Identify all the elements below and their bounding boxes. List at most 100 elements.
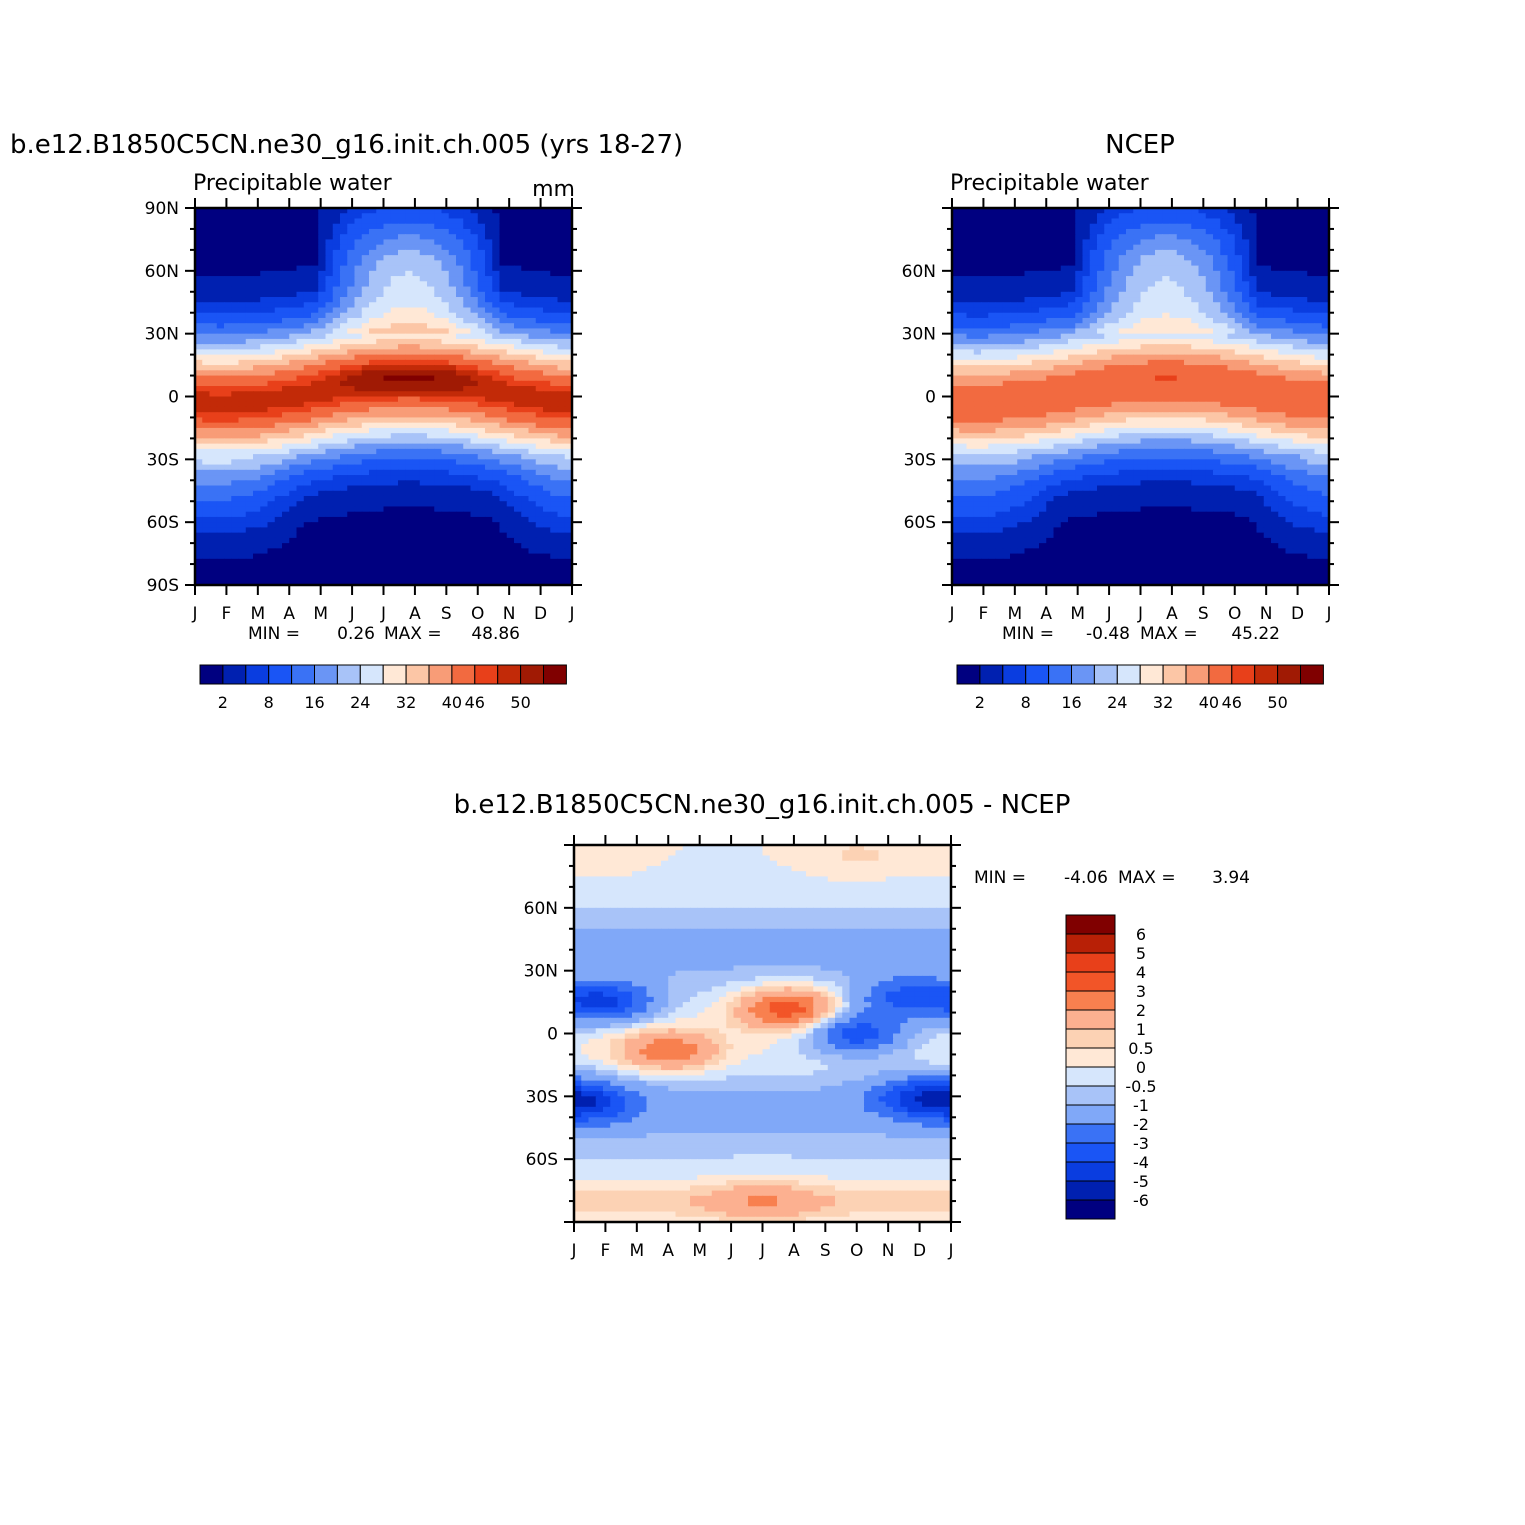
heatmap-cell: [1285, 281, 1294, 288]
heatmap-cell: [1010, 291, 1018, 298]
heatmap-cell: [267, 349, 276, 356]
heatmap-cell: [325, 412, 334, 419]
heatmap-cell: [550, 333, 559, 340]
heatmap-cell: [1184, 244, 1192, 251]
heatmap-cell: [1198, 276, 1207, 282]
heatmap-cell: [1292, 213, 1301, 220]
heatmap-cell: [485, 255, 493, 261]
heatmap-cell: [267, 448, 276, 455]
heatmap-cell: [981, 270, 989, 277]
heatmap-cell: [216, 208, 225, 214]
heatmap-cell: [238, 490, 247, 497]
heatmap-cell: [405, 307, 414, 314]
heatmap-cell: [441, 370, 450, 377]
heatmap-cell: [528, 375, 537, 382]
heatmap-cell: [340, 564, 348, 570]
heatmap-cell: [535, 223, 544, 230]
heatmap-cell: [398, 506, 406, 513]
heatmap-cell: [1198, 208, 1207, 214]
heatmap-cell: [427, 338, 435, 345]
heatmap-cell: [354, 475, 363, 481]
heatmap-cell: [245, 391, 254, 398]
heatmap-cell: [412, 464, 421, 471]
heatmap-cell: [282, 344, 290, 350]
heatmap-cell: [376, 234, 385, 241]
heatmap-cell: [492, 208, 501, 214]
heatmap-cell: [260, 333, 269, 340]
heatmap-cell: [1147, 291, 1156, 298]
heatmap-cell: [1300, 297, 1308, 303]
heatmap-cell: [427, 454, 435, 460]
heatmap-cell: [303, 281, 312, 288]
heatmap-cell: [412, 475, 421, 481]
heatmap-cell: [485, 323, 493, 330]
heatmap-cell: [303, 532, 312, 539]
heatmap-cell: [419, 307, 428, 314]
heatmap-cell: [202, 475, 211, 481]
heatmap-cell: [369, 569, 377, 576]
heatmap-cell: [289, 485, 298, 492]
heatmap-cell: [202, 464, 211, 471]
heatmap-cell: [296, 569, 305, 576]
heatmap-cell: [311, 516, 319, 523]
heatmap-cell: [318, 344, 327, 350]
heatmap-cell: [1227, 291, 1236, 298]
heatmap-cell: [1060, 302, 1069, 309]
heatmap-cell: [216, 543, 225, 549]
heatmap-cell: [311, 354, 319, 361]
heatmap-cell: [260, 365, 269, 371]
heatmap-cell: [1213, 260, 1221, 267]
heatmap-cell: [354, 569, 363, 576]
heatmap-cell: [231, 480, 240, 487]
heatmap-cell: [514, 433, 522, 439]
heatmap-cell: [485, 260, 493, 267]
heatmap-cell: [1213, 213, 1221, 220]
heatmap-cell: [289, 412, 298, 419]
heatmap-cell: [441, 511, 450, 518]
heatmap-cell: [311, 495, 319, 502]
heatmap-cell: [383, 338, 392, 345]
heatmap-cell: [238, 307, 247, 314]
heatmap-cell: [253, 228, 261, 235]
heatmap-cell: [564, 344, 573, 350]
heatmap-cell: [274, 260, 283, 267]
heatmap-cell: [376, 406, 385, 413]
heatmap-cell: [448, 359, 457, 366]
heatmap-cell: [477, 469, 486, 476]
heatmap-cell: [981, 297, 989, 303]
heatmap-cell: [492, 370, 501, 377]
heatmap-cell: [195, 454, 203, 460]
heatmap-cell: [528, 228, 537, 235]
heatmap-cell: [463, 516, 472, 523]
heatmap-cell: [361, 365, 370, 371]
heatmap-cell: [485, 475, 493, 481]
heatmap-cell: [1002, 302, 1011, 309]
heatmap-cell: [1053, 223, 1062, 230]
heatmap-cell: [412, 365, 421, 371]
heatmap-cell: [1104, 249, 1113, 256]
heatmap-cell: [427, 365, 435, 371]
heatmap-cell: [470, 558, 479, 565]
heatmap-cell: [1147, 297, 1156, 303]
heatmap-cell: [325, 380, 334, 387]
heatmap-cell: [1220, 307, 1229, 314]
heatmap-cell: [1060, 317, 1069, 324]
heatmap-cell: [995, 244, 1004, 251]
heatmap-cell: [1089, 255, 1098, 261]
heatmap-cell: [528, 297, 537, 303]
heatmap-cell: [543, 569, 551, 576]
heatmap-cell: [361, 281, 370, 288]
heatmap-cell: [1046, 218, 1055, 225]
heatmap-cell: [427, 333, 435, 340]
heatmap-cell: [1089, 317, 1098, 324]
heatmap-cell: [318, 223, 327, 230]
heatmap-cell: [550, 448, 559, 455]
heatmap-cell: [427, 564, 435, 570]
heatmap-cell: [1205, 307, 1214, 314]
heatmap-cell: [434, 333, 443, 340]
heatmap-cell: [477, 485, 486, 492]
panel-model-units: mm: [532, 177, 575, 202]
heatmap-cell: [209, 396, 218, 403]
heatmap-cell: [311, 218, 319, 225]
heatmap-cell: [535, 312, 544, 319]
